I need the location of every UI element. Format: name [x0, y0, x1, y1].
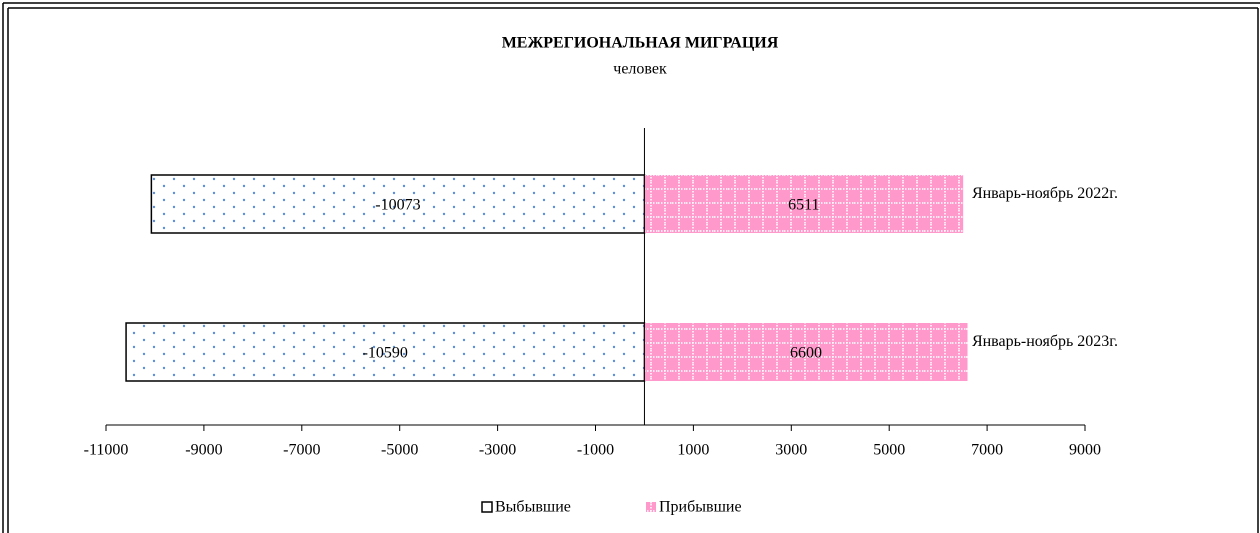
x-tick-label: 1000 [677, 442, 709, 459]
legend-label: Выбывшие [495, 499, 571, 516]
x-tick-label: -11000 [84, 442, 129, 459]
bar [125, 322, 646, 382]
x-tick-label: 3000 [775, 442, 807, 459]
category-label: Январь-ноябрь 2022г. [971, 185, 1119, 202]
legend-label: Прибывшие [659, 499, 742, 516]
bar [644, 323, 968, 381]
x-tick-label: 9000 [1069, 442, 1101, 459]
bar [644, 175, 964, 233]
legend-swatch [646, 502, 656, 512]
data-label: 6511 [788, 197, 819, 214]
x-tick-label: 5000 [873, 442, 905, 459]
x-tick-label: -3000 [479, 442, 516, 459]
data-label: -10590 [363, 345, 408, 362]
chart-title: МЕЖРЕГИОНАЛЬНАЯ МИГРАЦИЯ [502, 35, 779, 52]
x-tick-label: -1000 [577, 442, 614, 459]
bar [150, 174, 646, 234]
x-tick-label: -5000 [381, 442, 418, 459]
legend-swatch [481, 501, 493, 513]
data-label: 6600 [790, 345, 822, 362]
x-tick-label: -9000 [185, 442, 222, 459]
x-tick-label: -7000 [283, 442, 320, 459]
category-label: Январь-ноябрь 2023г. [971, 333, 1119, 350]
chart-subtitle: человек [613, 61, 667, 78]
data-label: -10073 [375, 197, 420, 214]
x-tick-label: 7000 [971, 442, 1003, 459]
